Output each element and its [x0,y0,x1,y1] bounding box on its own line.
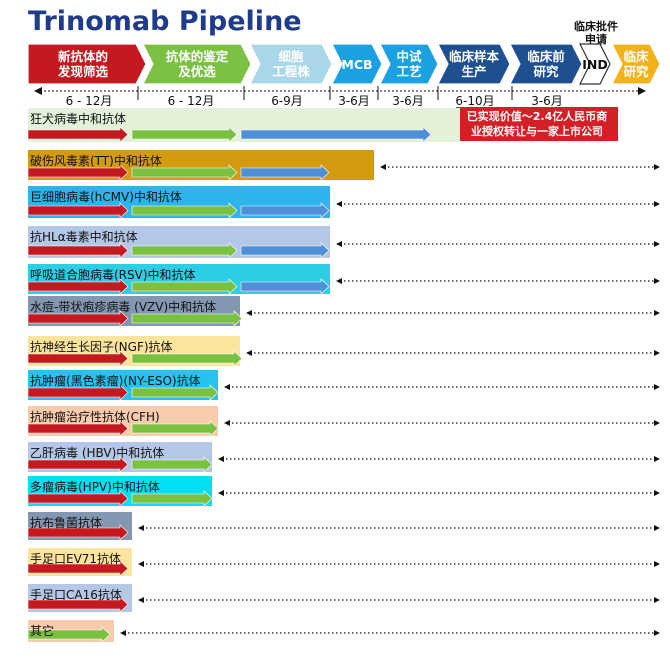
progress-arrow [240,202,330,219]
program-row [27,186,660,219]
ind-note: 临床批件 申请 [574,20,618,46]
program-name: 手足口CA16抗体 [30,588,122,602]
progress-arrow [27,384,129,401]
progress-arrow [240,126,432,143]
duration-label: 3-6月 [338,94,370,108]
program-row [27,584,660,613]
stage-chevron [579,43,611,85]
program-name: 巨细胞病毒(hCMV)中和抗体 [30,190,182,204]
duration-label: 3-6月 [531,94,563,108]
progress-arrow [27,456,129,473]
duration-label: 6 - 12月 [167,94,215,108]
progress-arrow [240,278,330,295]
progress-arrow [27,420,129,437]
progress-arrow [27,242,129,259]
stage-label: MCB [341,56,373,72]
program-name: 乙肝病毒 (HBV)中和抗体 [30,446,165,460]
progress-arrow [131,420,219,437]
duration-label: 3-6月 [392,94,424,108]
program-name: 抗神经生长因子(NGF)抗体 [30,340,173,354]
program-row [27,620,660,643]
program-row [27,512,660,541]
stage-label: 临床前 研究 [527,49,565,79]
program-name: 水痘-带状疱疹病毒 (VZV)中和抗体 [30,300,217,314]
stage-label: 中试 工艺 [396,49,422,79]
stage-label: 临床样本 生产 [448,49,499,79]
stage-label: 临床 研究 [623,49,649,79]
progress-arrow [131,278,238,295]
program-name: 呼吸道合胞病毒(RSV)中和抗体 [30,268,196,282]
program-name: 抗HLα毒素中和抗体 [30,230,138,244]
program-row [27,264,660,295]
progress-arrow [27,626,111,643]
progress-arrow [27,126,129,143]
progress-arrow [27,310,129,327]
duration-label: 6 - 12月 [65,94,113,108]
progress-arrow [131,310,243,327]
stage-label: 抗体的鉴定 及优选 [165,49,229,79]
program-row [27,296,660,327]
program-row [27,442,660,473]
progress-arrow [27,164,129,181]
progress-arrow [27,490,129,507]
program-name: 破伤风毒素(TT)中和抗体 [30,154,162,168]
stage-chevron [379,43,439,85]
progress-arrow [27,350,129,367]
program-row [27,108,460,143]
page-title: Trinomab Pipeline [28,6,302,37]
progress-arrow [240,242,330,259]
stage-chevron [249,43,333,85]
stage-chevron [611,43,661,85]
progress-arrow [27,560,129,577]
progress-arrow [131,456,213,473]
stage-label: 细胞 工程株 [272,49,310,79]
stage-label: IND [582,56,608,72]
progress-arrow [131,384,219,401]
program-row [27,336,660,367]
progress-arrow [131,202,238,219]
stage-chevron [509,43,583,85]
program-row [27,406,660,437]
progress-arrow [131,164,238,181]
progress-arrow [131,126,238,143]
progress-arrow [27,596,129,613]
program-name: 抗肿瘤(黑色素瘤)(NY-ESO)抗体 [30,374,201,388]
stage-chevron [331,43,383,85]
progress-arrow [27,202,129,219]
program-row [27,226,660,259]
stage-chevron [437,43,511,85]
program-name: 抗布鲁菌抗体 [30,516,103,530]
progress-arrow [131,490,213,507]
progress-arrow [27,278,129,295]
value-note: 已实现价值～2.4亿人民币商 业授权转让与一家上市公司 [456,107,618,141]
progress-arrow [240,164,330,181]
progress-arrow [131,350,243,367]
program-row [27,370,660,401]
stage-label: 新抗体的 发现筛选 [57,49,108,79]
program-name: 其它 [30,624,55,638]
timeline-axis [34,86,646,100]
program-row [27,548,660,577]
stage-header [27,43,661,100]
duration-label: 6-9月 [271,94,303,108]
program-row [27,476,660,507]
stage-chevron [142,43,252,85]
progress-arrow [27,524,129,541]
progress-arrow [131,242,238,259]
program-row [27,150,660,181]
stage-chevron [27,43,147,85]
duration-label: 6-10月 [455,94,495,108]
program-name: 多瘤病毒(HPV)中和抗体 [30,480,160,494]
program-name: 狂犬病毒中和抗体 [30,112,127,126]
program-name: 抗肿瘤治疗性抗体(CFH) [30,410,160,424]
program-name: 手足口EV71抗体 [30,552,122,566]
